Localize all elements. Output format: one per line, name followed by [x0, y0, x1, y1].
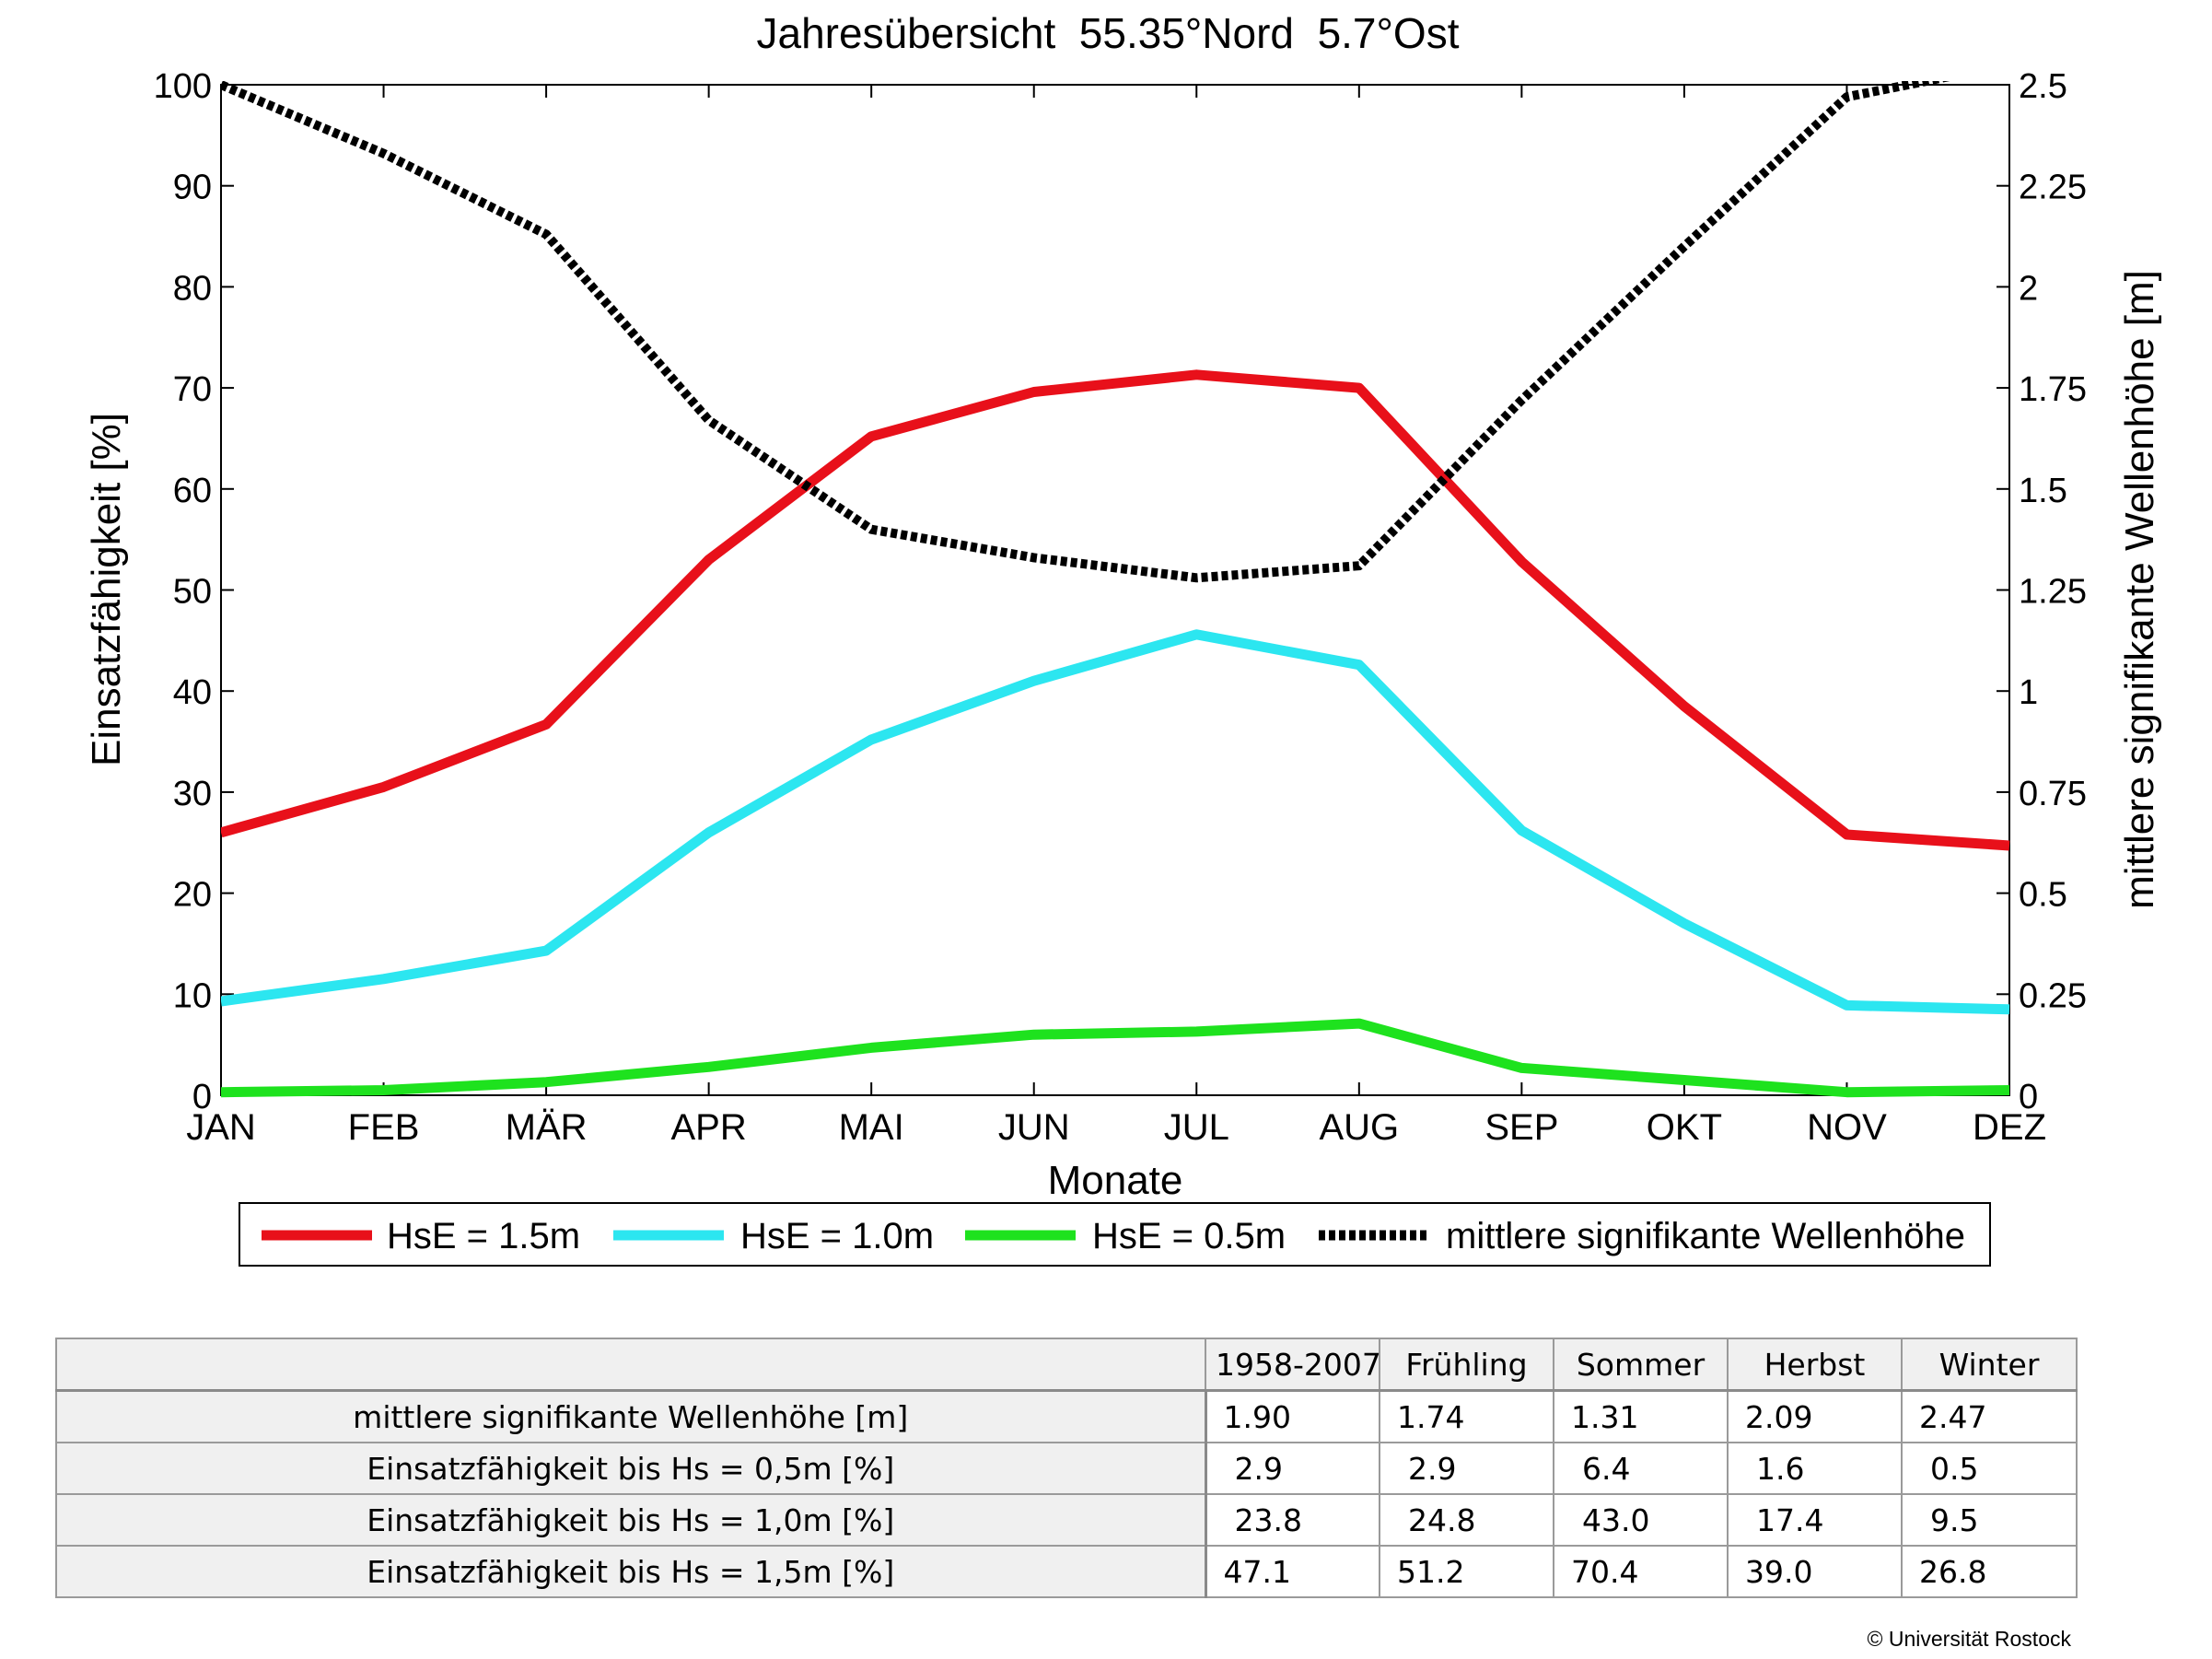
table-cell: 1.74 — [1379, 1389, 1554, 1443]
table-cell: 43.0 — [1553, 1493, 1729, 1547]
row-label: Einsatzfähigkeit bis Hs = 1,0m [%] — [55, 1493, 1207, 1547]
y-tick-label-right: 0.75 — [2019, 775, 2087, 813]
y-tick-label-right: 0.5 — [2019, 876, 2067, 915]
table-header: Frühling — [1379, 1338, 1554, 1392]
y-tick-label-left: 70 — [173, 370, 212, 409]
table-cell: 6.4 — [1553, 1442, 1729, 1495]
table-cell: 51.2 — [1379, 1545, 1554, 1598]
y-tick-label-right: 1.25 — [2019, 573, 2087, 612]
table-row: Einsatzfähigkeit bis Hs = 1,0m [%] 23.8 … — [55, 1493, 2078, 1547]
table-cell: 17.4 — [1727, 1493, 1903, 1547]
y-axis-label-left: Einsatzfähigkeit [%] — [84, 413, 129, 766]
row-label: mittlere signifikante Wellenhöhe [m] — [55, 1389, 1207, 1443]
table-row: mittlere signifikante Wellenhöhe [m] 1.9… — [55, 1389, 2078, 1443]
y-tick-label-right: 2 — [2019, 269, 2038, 308]
row-label: Einsatzfähigkeit bis Hs = 0,5m [%] — [55, 1442, 1207, 1495]
y-tick-label-right: 1 — [2019, 673, 2038, 712]
y-tick-label-right: 0.25 — [2019, 976, 2087, 1015]
y-tick-label-right: 2.25 — [2019, 169, 2087, 207]
series-line-2 — [221, 1018, 2010, 1098]
y-tick-label-left: 40 — [173, 673, 212, 712]
table-cell: 2.9 — [1379, 1442, 1554, 1495]
x-tick-label: SEP — [1484, 1107, 1558, 1148]
table-header-row: 1958-2007 Frühling Sommer Herbst Winter — [55, 1338, 2078, 1392]
y-axis-label-right: mittlere signifikante Wellenhöhe [m] — [2117, 270, 2162, 909]
table-cell: 0.5 — [1901, 1442, 2078, 1495]
y-tick-label-left: 90 — [173, 169, 212, 207]
y-tick-label-left: 10 — [173, 976, 212, 1015]
table-row: Einsatzfähigkeit bis Hs = 0,5m [%] 2.9 2… — [55, 1442, 2078, 1495]
table-cell: 23.8 — [1205, 1493, 1380, 1547]
legend-label-hse-1-0: HsE = 1.0m — [740, 1216, 934, 1256]
y-tick-label-left: 30 — [173, 775, 212, 813]
table-cell: 47.1 — [1205, 1545, 1380, 1598]
x-tick-label: APR — [671, 1107, 747, 1148]
table-cell: 24.8 — [1379, 1493, 1554, 1547]
series-line-1 — [221, 629, 2010, 1015]
series-line-0 — [221, 369, 2010, 851]
x-tick-label: DEZ — [1973, 1107, 2046, 1148]
row-label: Einsatzfähigkeit bis Hs = 1,5m [%] — [55, 1545, 1207, 1598]
x-tick-label: JUN — [998, 1107, 1070, 1148]
y-tick-label-right: 0 — [2019, 1078, 2038, 1116]
legend-label-hse-1-5: HsE = 1.5m — [387, 1216, 580, 1256]
x-tick-label: MAI — [839, 1107, 904, 1148]
table-header: 1958-2007 — [1205, 1338, 1381, 1392]
x-tick-label: FEB — [348, 1107, 420, 1148]
legend: HsE = 1.5m HsE = 1.0m HsE = 0.5m mittler… — [239, 1202, 1991, 1267]
y-tick-label-left: 60 — [173, 472, 212, 510]
chart: Jahresübersicht 55.35°Nord 5.7°Ost JAN FE… — [84, 9, 2162, 1267]
table-header: Winter — [1901, 1338, 2078, 1392]
table-header: Herbst — [1727, 1338, 1903, 1392]
legend-label-hse-0-5: HsE = 0.5m — [1092, 1216, 1286, 1256]
x-axis-label: Monate — [1048, 1158, 1183, 1203]
x-tick-label: JAN — [186, 1107, 256, 1148]
x-tick-label: NOV — [1807, 1107, 1887, 1148]
y-tick-label-left: 20 — [173, 876, 212, 915]
table-cell: 26.8 — [1901, 1545, 2078, 1598]
y-tick-label-right: 2.5 — [2019, 67, 2067, 106]
y-tick-label-left: 0 — [192, 1078, 212, 1116]
y-tick-label-right: 1.75 — [2019, 370, 2087, 409]
x-tick-label: JUL — [1164, 1107, 1229, 1148]
table-corner-cell — [55, 1338, 1206, 1392]
x-tick-label: OKT — [1647, 1107, 1722, 1148]
table-row: Einsatzfähigkeit bis Hs = 1,5m [%] 47.1 … — [55, 1545, 2078, 1598]
y-tick-label-right: 1.5 — [2019, 472, 2067, 510]
x-tick-label: AUG — [1319, 1107, 1399, 1148]
table-cell: 2.09 — [1727, 1389, 1903, 1443]
legend-box — [239, 1202, 1991, 1267]
table-cell: 2.9 — [1205, 1442, 1380, 1495]
stats-table: 1958-2007 Frühling Sommer Herbst Winter … — [55, 1338, 2078, 1598]
table-cell: 1.90 — [1205, 1389, 1380, 1443]
series-line-3 — [221, 81, 1950, 583]
y-tick-label-left: 100 — [154, 67, 212, 106]
table-cell: 9.5 — [1901, 1493, 2078, 1547]
table-cell: 39.0 — [1727, 1545, 1903, 1598]
legend-label-wellenhoehe: mittlere signifikante Wellenhöhe — [1446, 1216, 1965, 1256]
copyright-notice: © Universität Rostock — [1867, 1627, 2071, 1651]
x-tick-label: MÄR — [506, 1107, 588, 1148]
plot-area — [220, 84, 2010, 1096]
table-header: Sommer — [1553, 1338, 1729, 1392]
y-tick-label-left: 80 — [173, 269, 212, 308]
table-cell: 70.4 — [1553, 1545, 1729, 1598]
y-tick-label-left: 50 — [173, 573, 212, 612]
table-cell: 1.31 — [1553, 1389, 1729, 1443]
chart-title: Jahresübersicht 55.35°Nord 5.7°Ost — [757, 9, 1460, 57]
table-cell: 2.47 — [1901, 1389, 2078, 1443]
table-cell: 1.6 — [1727, 1442, 1903, 1495]
